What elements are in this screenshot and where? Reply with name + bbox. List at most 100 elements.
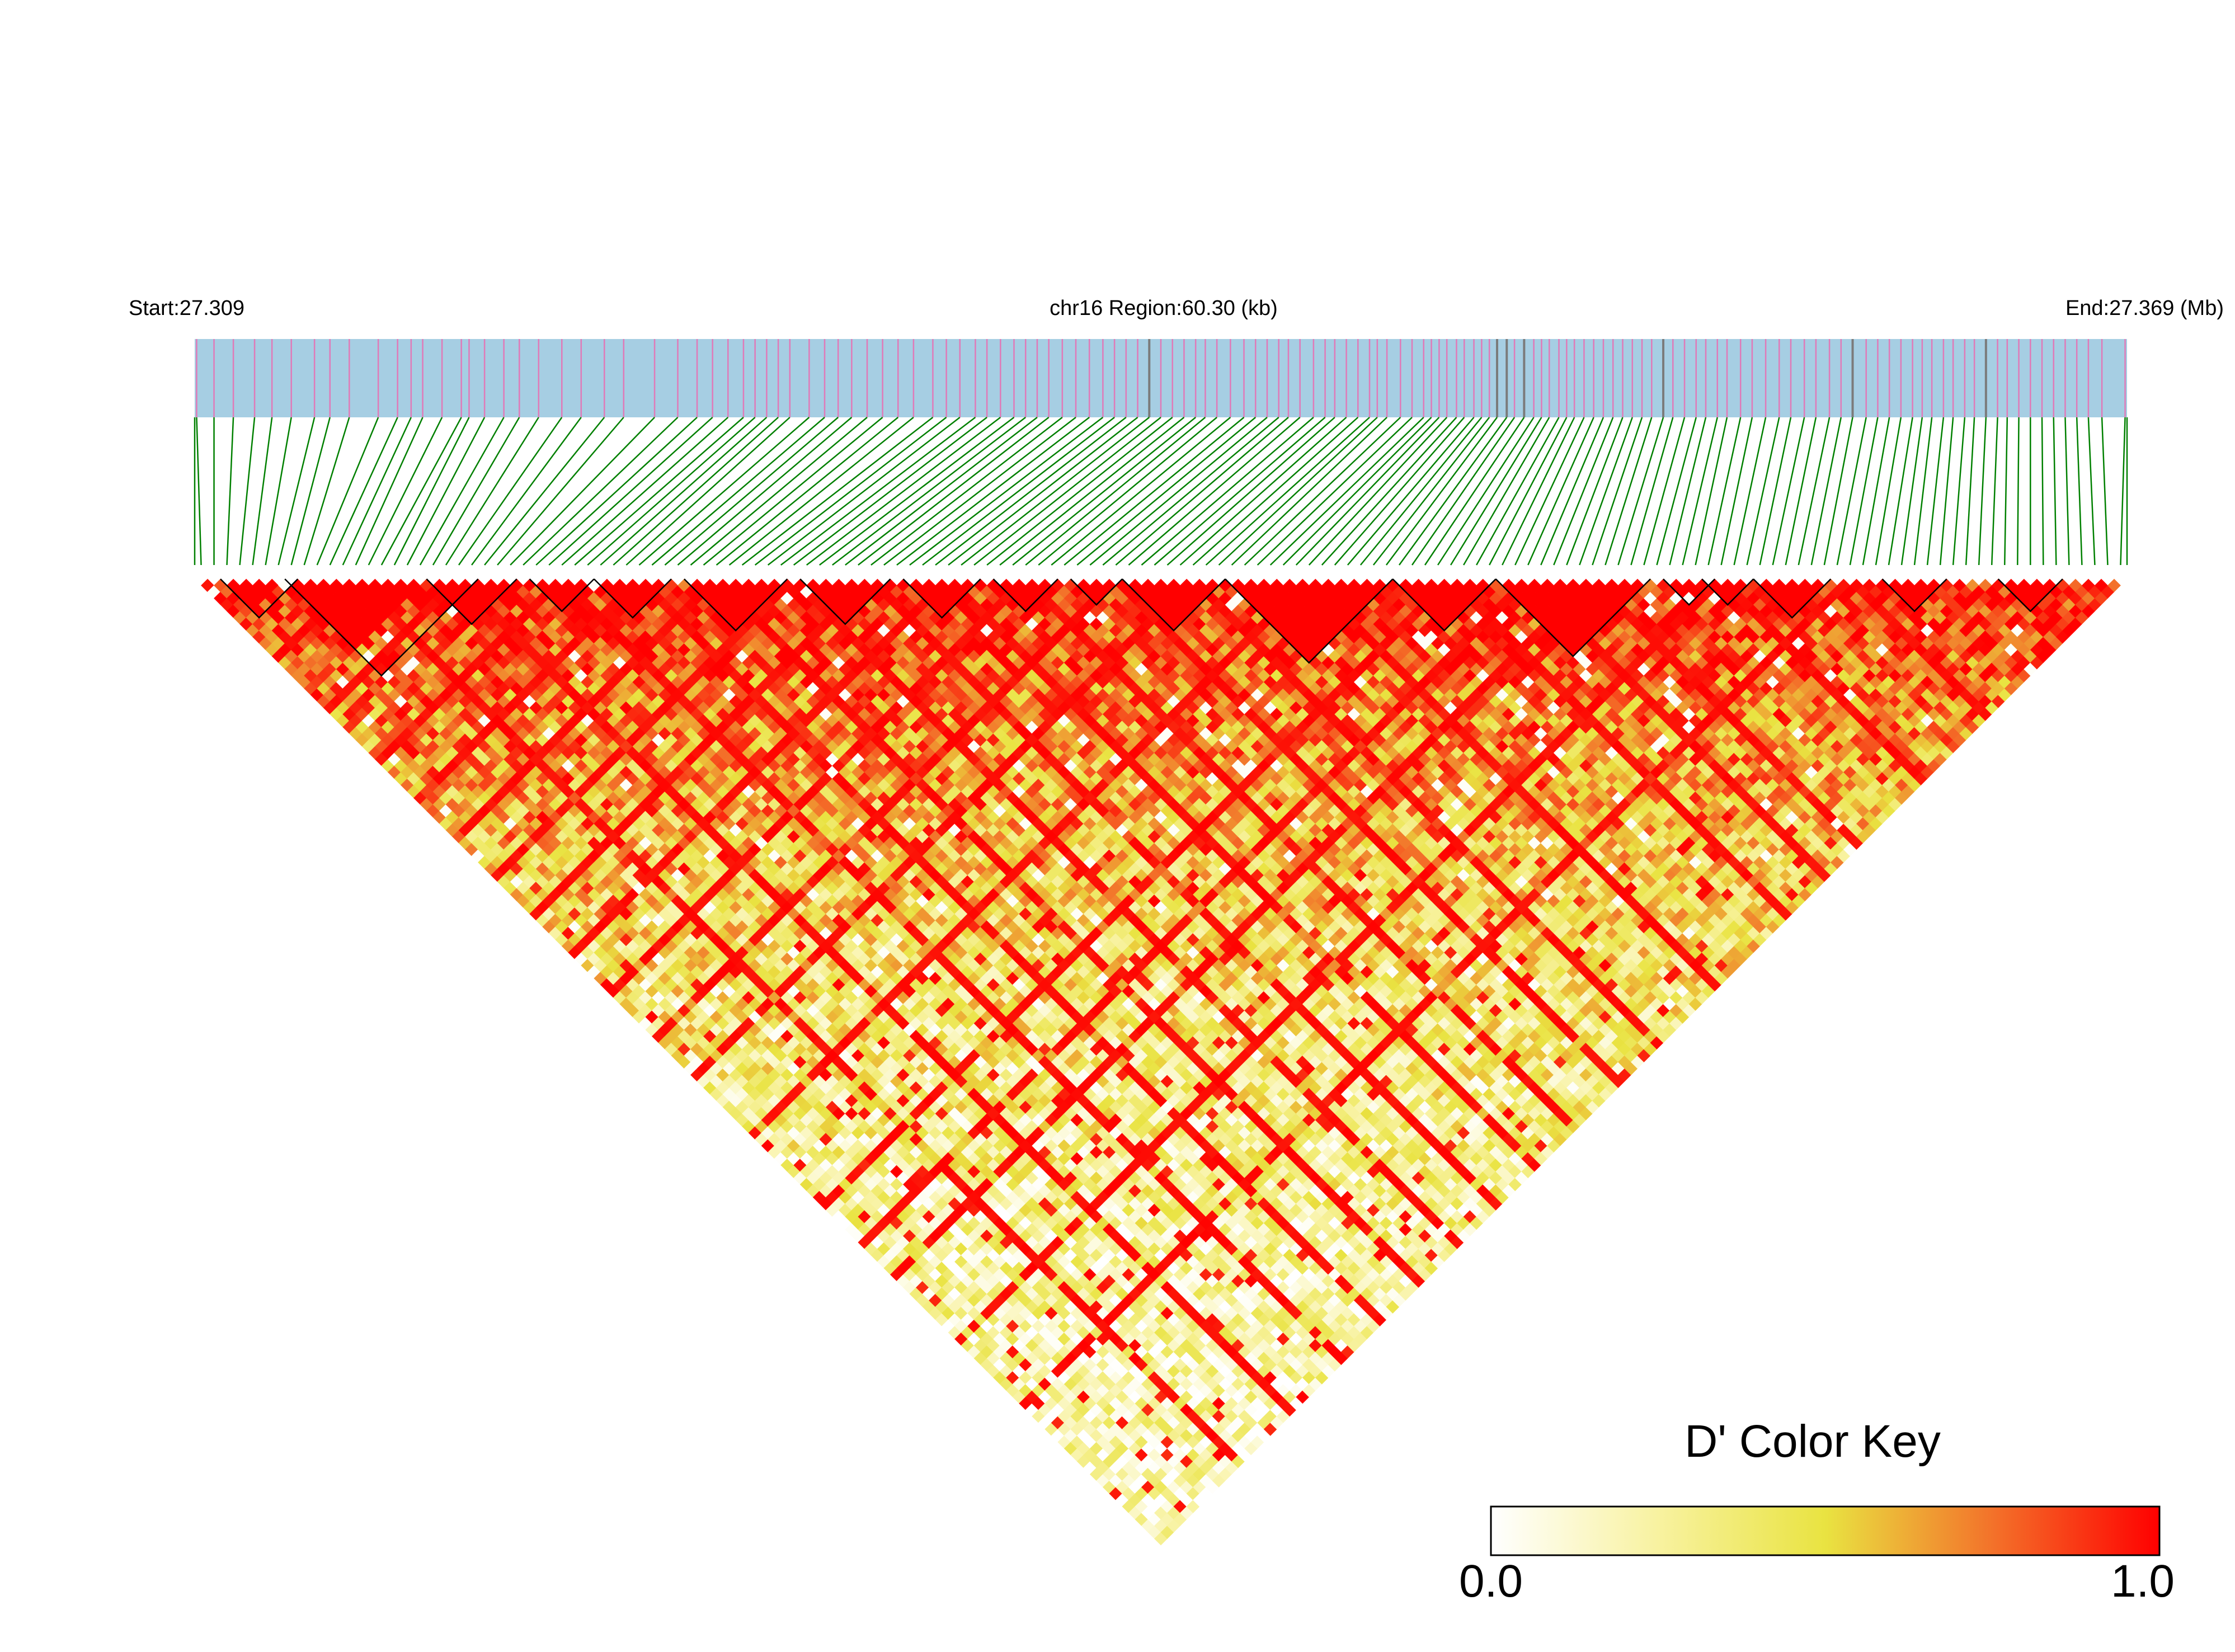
snp-connector — [329, 417, 398, 566]
snp-connector — [484, 417, 605, 566]
snp-connector — [2041, 417, 2044, 566]
snp-connector — [871, 417, 1063, 566]
snp-connector — [703, 417, 883, 566]
snp-connector — [1875, 417, 1902, 566]
snp-connector — [677, 417, 853, 566]
snp-connector — [2053, 417, 2057, 566]
snp-connector — [1128, 417, 1301, 566]
snp-connector — [1141, 417, 1314, 566]
snp-connector — [1463, 417, 1550, 566]
snp-connector — [1437, 417, 1535, 566]
snp-connector — [2120, 417, 2126, 566]
snp-connector — [1295, 417, 1440, 566]
snp-connector — [1785, 417, 1817, 566]
snp-connector — [754, 417, 947, 566]
snp-marks-group — [196, 339, 2126, 417]
snp-connector — [819, 417, 1015, 566]
snp-connector — [1450, 417, 1542, 566]
snp-connector — [1012, 417, 1196, 566]
snp-connector — [1965, 417, 1975, 566]
snp-connector — [858, 417, 1050, 566]
snp-connector — [1154, 417, 1326, 566]
snp-connector — [2017, 417, 2020, 566]
snp-connector — [1605, 417, 1653, 566]
snp-connector — [1566, 417, 1624, 566]
snp-connector — [948, 417, 1138, 566]
snp-connector — [1849, 417, 1879, 566]
snp-connector — [239, 417, 256, 566]
snp-connector — [1269, 417, 1424, 566]
snp-connector — [2101, 417, 2109, 566]
snp-connector — [1978, 417, 1987, 566]
snp-connector — [458, 417, 563, 566]
snp-connector — [1656, 417, 1697, 566]
snp-connector — [561, 417, 729, 566]
snp-connector — [1514, 417, 1585, 566]
snp-connector — [690, 417, 868, 566]
ld-cells-group — [201, 578, 2121, 1546]
snp-connector — [277, 417, 316, 566]
snp-connector — [1192, 417, 1359, 566]
snp-connector — [1991, 417, 1998, 566]
snp-connector — [999, 417, 1185, 566]
snp-connector — [1669, 417, 1707, 566]
snp-connector — [1038, 417, 1217, 566]
snp-connector — [1051, 417, 1231, 566]
snp-connector — [1218, 417, 1378, 566]
snp-connector — [1244, 417, 1401, 566]
snp-connector — [1772, 417, 1805, 566]
snp-connector — [1179, 417, 1347, 566]
snp-connector — [1347, 417, 1475, 566]
snp-connector — [316, 417, 379, 566]
snp-connector — [497, 417, 624, 566]
snp-connector — [368, 417, 443, 566]
snp-connector — [587, 417, 756, 566]
snp-connector — [1836, 417, 1867, 566]
snp-connector — [793, 417, 987, 566]
snp-connector — [1720, 417, 1753, 566]
snp-connector — [638, 417, 810, 566]
snp-connector — [767, 417, 961, 566]
snp-connector — [2064, 417, 2070, 566]
snp-connector — [265, 417, 292, 566]
snp-connector — [355, 417, 424, 566]
snp-connector — [1089, 417, 1268, 566]
snp-connector — [664, 417, 839, 566]
snp-connector — [1888, 417, 1913, 566]
snp-connector — [1862, 417, 1890, 566]
snp-connector — [535, 417, 698, 566]
snp-connector — [471, 417, 582, 566]
snp-connector — [625, 417, 791, 566]
snp-connector — [883, 417, 1076, 566]
snp-connector — [1553, 417, 1614, 566]
snp-connector — [1630, 417, 1674, 566]
snp-connector — [432, 417, 520, 566]
snp-connector — [1798, 417, 1831, 566]
snp-connector — [393, 417, 470, 566]
snp-connector — [1952, 417, 1966, 566]
snp-connector — [973, 417, 1161, 566]
snp-connector — [445, 417, 539, 566]
snp-connector — [1823, 417, 1853, 566]
snp-connector — [1682, 417, 1718, 566]
snp-connector — [935, 417, 1127, 566]
snp-connector — [1321, 417, 1457, 566]
snp-connectors-group — [194, 417, 2128, 566]
snp-connector — [600, 417, 768, 566]
snp-connector — [909, 417, 1104, 566]
snp-connector — [1166, 417, 1335, 566]
snp-connector — [1900, 417, 1923, 566]
snp-connector — [2076, 417, 2083, 566]
snp-connector — [548, 417, 713, 566]
snp-connector — [1707, 417, 1742, 566]
snp-connector — [728, 417, 914, 566]
snp-connector — [2087, 417, 2096, 566]
snp-connector — [1025, 417, 1206, 566]
snp-connector — [961, 417, 1150, 566]
snp-connector — [780, 417, 976, 566]
snp-connector — [1411, 417, 1516, 566]
snp-connector — [1746, 417, 1780, 566]
snp-connector — [303, 417, 350, 566]
